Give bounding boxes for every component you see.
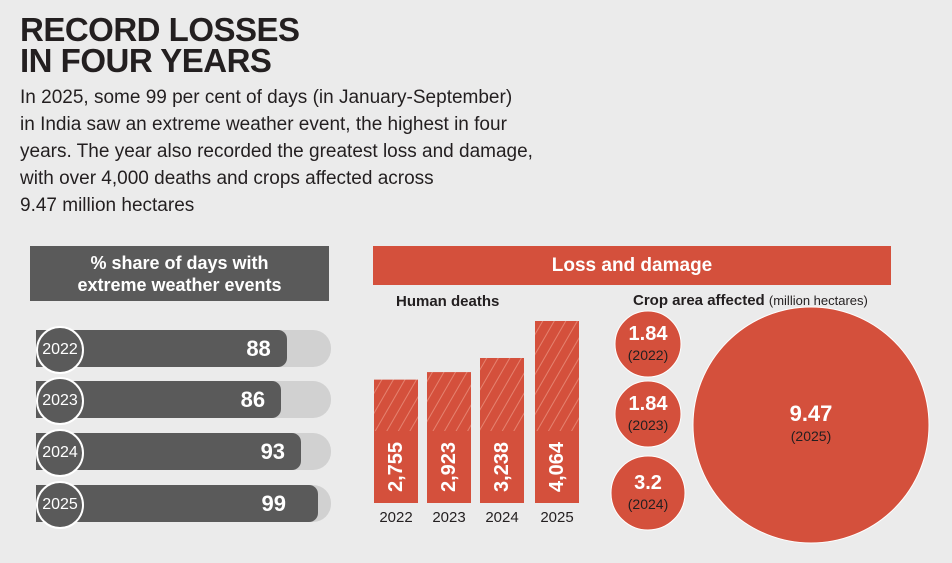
intro-line: In 2025, some 99 per cent of days (in Ja…	[20, 87, 513, 108]
crop-year-label: (2023)	[628, 417, 668, 433]
death-value-label: 2,923	[438, 442, 460, 492]
year-badge: 2025	[36, 481, 84, 529]
share-header-line-2: extreme weather events	[77, 274, 282, 295]
intro-text: In 2025, some 99 per cent of days (in Ja…	[20, 84, 540, 219]
crop-label-title: Crop area affected	[633, 292, 765, 309]
death-label-backing	[374, 431, 418, 503]
death-label-backing	[535, 431, 579, 503]
crop-value-label: 9.47	[790, 401, 833, 426]
share-header-line-1: % share of days with	[90, 252, 269, 273]
death-year-label: 2025	[540, 509, 573, 526]
death-label-backing	[480, 431, 524, 503]
share-row-2024: 93 2024	[36, 429, 331, 477]
death-year-label: 2022	[379, 509, 412, 526]
year-badge: 2022	[36, 326, 84, 374]
title-line-2: IN FOUR YEARS	[20, 42, 272, 79]
crop-year-label: (2025)	[791, 428, 831, 444]
death-value-label: 4,064	[546, 441, 568, 492]
intro-line: years. The year also recorded the greate…	[20, 141, 533, 162]
crop-bubble-2022	[614, 310, 682, 378]
share-value-label: 99	[261, 491, 286, 516]
crop-bubble-2023	[614, 380, 682, 448]
intro-line: 9.47 million hectares	[20, 195, 195, 216]
share-value-label: 93	[260, 439, 286, 464]
year-badge: 2024	[36, 429, 84, 477]
death-label-backing	[427, 431, 471, 503]
crop-chart-label: Crop area affected (million hectares)	[633, 292, 868, 309]
share-row-2023: 86 2023	[36, 377, 331, 425]
share-value-label: 86	[240, 387, 266, 412]
share-value-label: 88	[246, 336, 271, 361]
crop-year-label: (2024)	[628, 496, 668, 512]
share-panel-header: % share of days with extreme weather eve…	[30, 246, 329, 301]
death-value-label: 3,238	[491, 442, 513, 492]
intro-line: with over 4,000 deaths and crops affecte…	[20, 168, 434, 189]
crop-bubble-2024	[610, 455, 686, 531]
deaths-chart-label: Human deaths	[396, 293, 500, 310]
crop-value-label: 3.2	[634, 472, 662, 494]
crop-value-label: 1.84	[629, 323, 669, 345]
share-row-2022: 88 2022	[36, 326, 331, 374]
intro-line: in India saw an extreme weather event, t…	[20, 114, 507, 135]
share-row-2025: 99 2025	[36, 481, 331, 529]
crop-year-label: (2022)	[628, 347, 668, 363]
page-title: RECORD LOSSES IN FOUR YEARS	[20, 11, 300, 79]
year-badge: 2023	[36, 377, 84, 425]
crop-value-label: 1.84	[629, 393, 669, 415]
title-line-1: RECORD LOSSES	[20, 11, 300, 48]
crop-label-unit: (million hectares)	[768, 293, 868, 308]
death-year-label: 2023	[432, 509, 465, 526]
death-year-label: 2024	[485, 509, 518, 526]
crop-bubble-2025	[692, 306, 930, 544]
death-value-label: 2,755	[385, 442, 407, 492]
loss-panel-header: Loss and damage	[373, 246, 891, 285]
